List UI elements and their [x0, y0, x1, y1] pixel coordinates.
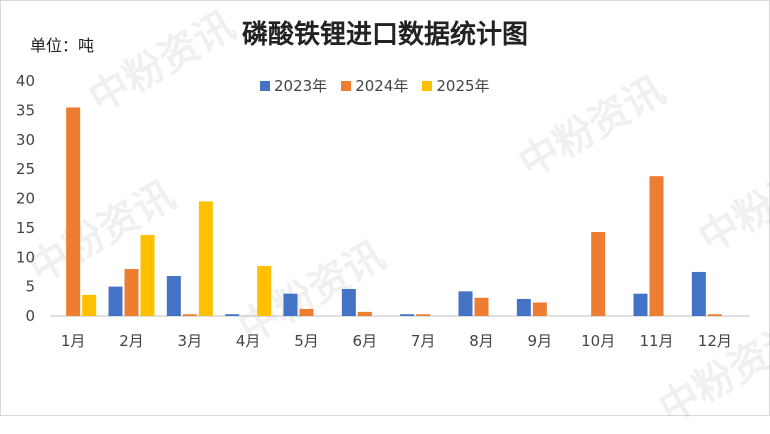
bar-2023年-8月 — [458, 291, 473, 316]
bar-2023年-7月 — [400, 314, 415, 316]
y-tick-label: 5 — [25, 278, 35, 296]
bar-2025年-4月 — [257, 266, 272, 316]
legend-label: 2023年 — [274, 77, 328, 95]
y-tick-label: 25 — [16, 160, 35, 178]
bar-2024年-11月 — [649, 176, 664, 316]
chart-frame — [0, 0, 770, 416]
x-tick-label: 2月 — [119, 332, 144, 350]
bar-2024年-8月 — [474, 297, 489, 316]
legend-item: 2023年 — [260, 75, 327, 96]
x-tick-label: 3月 — [178, 332, 203, 350]
y-tick-label: 20 — [16, 190, 35, 208]
bar-2023年-3月 — [166, 276, 181, 316]
unit-label: 单位：吨 — [30, 36, 95, 55]
y-tick-label: 30 — [16, 131, 35, 149]
bar-2024年-12月 — [707, 314, 722, 316]
bar-2023年-2月 — [108, 286, 123, 316]
bar-2024年-6月 — [357, 311, 372, 316]
y-tick-label: 15 — [16, 219, 35, 237]
chart-title: 磷酸铁锂进口数据统计图 — [241, 20, 528, 50]
legend-swatch — [422, 80, 433, 91]
x-tick-label: 5月 — [294, 332, 319, 350]
x-tick-label: 1月 — [61, 332, 86, 350]
legend: 2023年 2024年 2025年 — [260, 75, 490, 96]
y-tick-label: 40 — [16, 72, 35, 90]
bar-2024年-3月 — [182, 314, 197, 316]
bar-2023年-11月 — [633, 293, 648, 316]
legend-label: 2025年 — [436, 77, 490, 95]
bar-2023年-6月 — [341, 288, 356, 316]
x-tick-label: 11月 — [639, 332, 673, 350]
y-tick-label: 0 — [25, 307, 35, 325]
legend-item: 2025年 — [422, 75, 490, 96]
legend-swatch — [341, 80, 352, 91]
x-tick-label: 6月 — [353, 332, 378, 350]
bar-2025年-2月 — [140, 234, 155, 316]
x-tick-label: 9月 — [528, 332, 553, 350]
legend-label: 2024年 — [355, 77, 409, 95]
bar-2024年-2月 — [124, 269, 139, 316]
bar-2023年-4月 — [225, 314, 240, 316]
bar-2024年-10月 — [591, 231, 606, 316]
x-tick-label: 10月 — [581, 332, 615, 350]
legend-item: 2024年 — [341, 75, 408, 96]
x-tick-label: 12月 — [698, 332, 732, 350]
bar-2025年-1月 — [82, 294, 97, 316]
y-tick-label: 10 — [16, 248, 35, 266]
x-tick-label: 8月 — [469, 332, 494, 350]
bar-2023年-12月 — [691, 271, 706, 316]
bar-2024年-5月 — [299, 308, 314, 316]
bar-2024年-9月 — [532, 302, 547, 316]
x-tick-label: 7月 — [411, 332, 436, 350]
bar-chart: 0 5 10 15 20 25 30 35 40 1月 2月 3月 4月 5月 6月 7月 8月 9月 10月 11月… — [16, 72, 750, 350]
bar-2023年-5月 — [283, 293, 298, 316]
bar-2024年-7月 — [416, 314, 431, 316]
bar-2023年-9月 — [516, 298, 531, 316]
bar-2024年-1月 — [66, 107, 81, 316]
bar-2025年-3月 — [198, 201, 213, 316]
y-tick-label: 35 — [16, 101, 35, 119]
x-tick-label: 4月 — [236, 332, 261, 350]
legend-swatch — [260, 80, 270, 91]
